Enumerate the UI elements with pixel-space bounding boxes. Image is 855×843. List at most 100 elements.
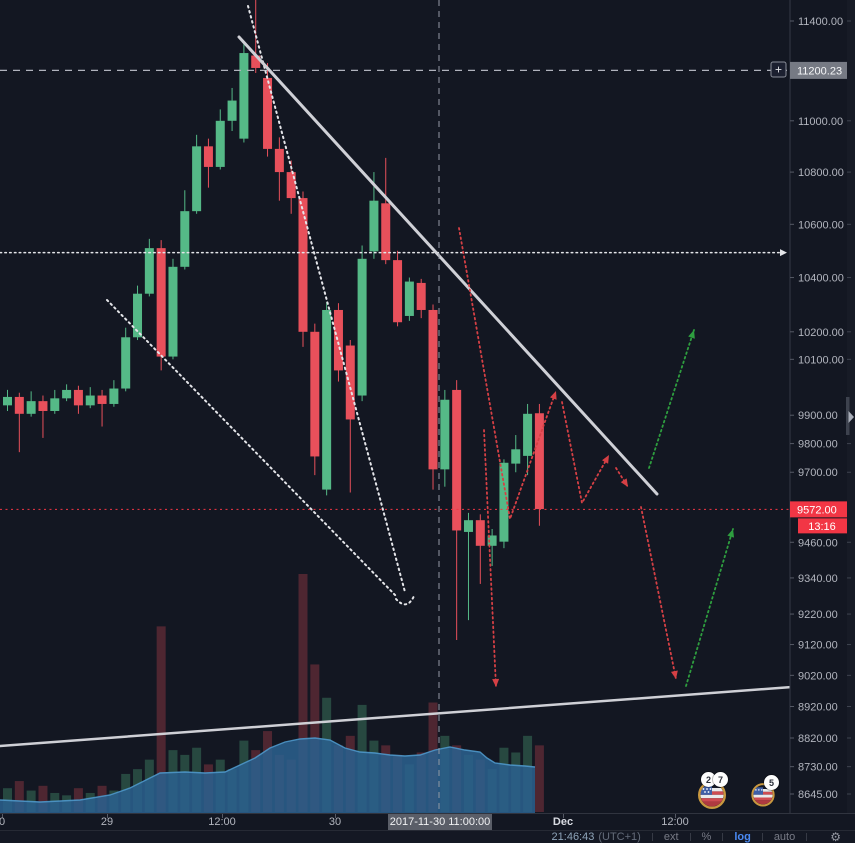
candle-down — [38, 401, 48, 411]
toolbar-ext-button[interactable]: ext — [663, 831, 679, 843]
price-tick-label: 8820.00 — [798, 733, 838, 745]
arrowhead — [727, 529, 735, 538]
toolbar-divider — [689, 833, 691, 841]
countdown-label: 13:16 — [808, 521, 836, 533]
price-tick-label: 9900.00 — [798, 410, 838, 422]
candle-up — [499, 462, 509, 542]
time-tick-label: Dec — [552, 816, 574, 828]
price-tick-label: 10400.00 — [798, 273, 844, 285]
green-projection-arrow[interactable] — [648, 329, 695, 469]
volume-overlay-area — [0, 738, 535, 813]
volume-bar — [534, 745, 544, 812]
wedge-hook[interactable] — [395, 595, 415, 606]
price-tick-label: 8920.00 — [798, 701, 838, 713]
crosshair-date-badge: 2017-11-30 11:00:00 — [388, 814, 492, 830]
candle-up — [404, 281, 414, 316]
price-tick-label: 10200.00 — [798, 327, 844, 339]
candle-down — [274, 148, 284, 173]
wedge-line-upper[interactable] — [247, 5, 406, 593]
price-tick-label: 8730.00 — [798, 762, 838, 774]
time-tickmark — [675, 814, 676, 818]
price-axis-background[interactable] — [790, 0, 855, 813]
medal-flag-icon — [697, 780, 727, 810]
price-tick-label: 8645.00 — [798, 789, 838, 801]
time-tick-label: 12:00 — [208, 816, 236, 828]
dotted-level-arrowhead — [780, 249, 787, 257]
candle-up — [369, 200, 379, 252]
price-tick-label: 11400.00 — [798, 16, 843, 28]
expand-panel-arrow-icon[interactable] — [848, 411, 855, 423]
arrowhead — [602, 455, 609, 464]
idea-marker-2[interactable]: 5 — [748, 775, 779, 809]
idea-count-badge: 2 — [701, 772, 716, 787]
candle-down — [251, 55, 261, 68]
candle-down — [416, 282, 426, 310]
candle-up — [26, 401, 36, 414]
time-tickmark — [335, 814, 336, 818]
medal-flag-icon — [751, 783, 775, 807]
candle-up — [192, 146, 202, 212]
candle-down — [156, 248, 166, 357]
candle-down — [286, 172, 296, 199]
candle-down — [452, 389, 462, 531]
idea-marker-1[interactable]: 2 7 — [694, 772, 730, 812]
time-tick-label: 30 — [328, 816, 342, 828]
time-tick-label: 12:00 — [661, 816, 689, 828]
timezone-label[interactable]: (UTC+1) — [598, 831, 641, 843]
bottom-toolbar: 21:46:43 (UTC+1) ext % log auto ⚙ — [0, 830, 855, 843]
candle-up — [180, 211, 190, 267]
candle-down — [534, 413, 544, 510]
price-chart-canvas[interactable]: 11400.00 11000.00 10800.00 10600.00 10400.00… — [0, 0, 855, 813]
volume-bar — [156, 626, 166, 812]
candle-down — [97, 395, 107, 404]
down-trendline[interactable] — [237, 35, 659, 496]
up-trendline[interactable] — [0, 685, 794, 748]
candle-up — [487, 535, 497, 546]
arrowhead — [670, 670, 678, 679]
candle-up — [463, 520, 473, 532]
price-tick-label: 9120.00 — [798, 640, 838, 652]
candle-down — [393, 260, 403, 323]
candle-down — [333, 309, 343, 371]
clock: 21:46:43 — [551, 831, 595, 843]
price-tick-label: 9700.00 — [798, 467, 838, 479]
candle-down — [428, 309, 438, 470]
time-tickmark — [222, 814, 223, 818]
toolbar-log-button[interactable]: log — [734, 831, 751, 843]
candle-up — [523, 413, 533, 456]
toolbar-percent-button[interactable]: % — [701, 831, 712, 843]
arrowhead — [688, 330, 695, 339]
wedge-line-lower[interactable] — [106, 299, 398, 598]
settings-gear-icon[interactable]: ⚙ — [830, 830, 841, 843]
volume-bar — [14, 781, 24, 812]
time-axis[interactable]: 0 29 12:00 30 Dec 12:00 2017-11-30 11:00:00 — [0, 813, 855, 830]
candle-down — [475, 520, 485, 546]
candle-down — [345, 345, 355, 420]
red-projection-arrow[interactable] — [640, 506, 677, 680]
candle-down — [298, 198, 308, 332]
candle-up — [133, 293, 143, 338]
add-alert-plus-button[interactable] — [770, 61, 787, 78]
red-projection-arrow[interactable] — [561, 401, 610, 506]
toolbar-auto-button[interactable]: auto — [773, 831, 796, 843]
volume-overlay-edge — [0, 737, 536, 803]
candle-up — [109, 388, 119, 404]
candle-up — [440, 399, 450, 470]
candle-up — [3, 396, 12, 406]
alert-price-badge[interactable] — [790, 61, 847, 79]
price-tick-label: 9220.00 — [798, 609, 838, 621]
price-tick-label: 10100.00 — [798, 354, 844, 366]
price-tick-label: 9460.00 — [798, 537, 838, 549]
red-projection-arrow[interactable] — [483, 429, 497, 688]
plus-icon: + — [775, 63, 782, 77]
edge-scroll-thumb[interactable] — [846, 397, 850, 435]
candle-up — [50, 398, 60, 411]
candle-up — [357, 258, 367, 396]
candle-down — [73, 389, 83, 406]
red-projection-arrow[interactable] — [458, 227, 557, 523]
price-tick-label: 10600.00 — [798, 219, 844, 231]
green-projection-arrow[interactable] — [685, 528, 734, 687]
time-tick-label: 29 — [100, 816, 114, 828]
time-tick-label: 0 — [0, 816, 6, 828]
